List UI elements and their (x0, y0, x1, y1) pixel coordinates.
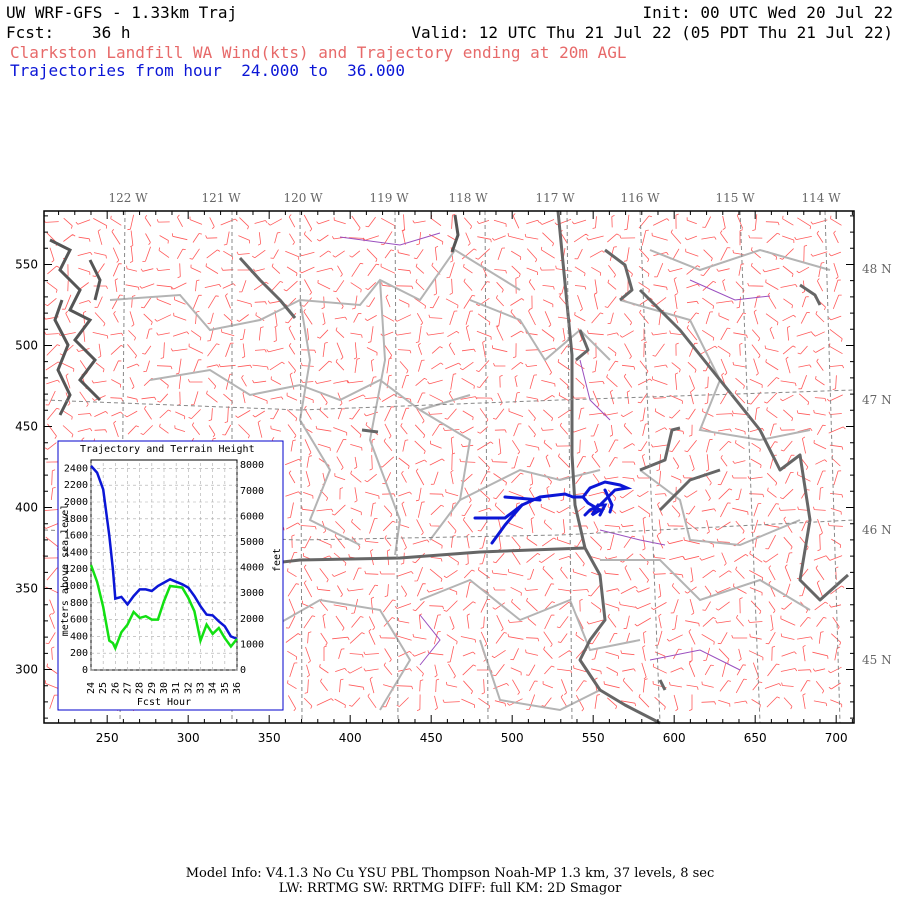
latitude-label: 48 N (862, 262, 892, 276)
inset-y-left-label: meters above sea level (60, 504, 71, 636)
inset-left-tick: 0 (82, 665, 88, 676)
inset-x-tick: 24 (86, 682, 97, 694)
inset-left-axis: 0 200 400 600 800 1000 1200 1400 1600 1800 2000 220… (64, 463, 88, 676)
inset-x-axis: 24 25 26 27 28 29 30 31 32 33 34 35 36 (86, 682, 243, 694)
x-tick-label: 650 (744, 731, 767, 745)
inset-left-tick: 200 (70, 648, 88, 659)
inset-x-tick: 33 (196, 682, 207, 694)
inset-right-tick: 1000 (240, 639, 264, 650)
inset-x-tick: 35 (220, 682, 231, 694)
map-frame (43, 210, 855, 724)
footer-physics-info: LW: RRTMG SW: RRTMG DIFF: full KM: 2D Sm… (278, 881, 622, 896)
model-title: UW WRF-GFS - 1.33km Traj (6, 3, 238, 22)
inset-right-tick: 3000 (240, 588, 264, 599)
x-tick-label: 350 (258, 731, 281, 745)
inset-left-tick: 1000 (64, 581, 88, 592)
inset-title: Trajectory and Terrain Height (80, 444, 255, 455)
inset-x-tick: 36 (232, 682, 243, 694)
longitude-label: 114 W (801, 191, 841, 205)
y-tick-label: 450 (15, 419, 38, 433)
inset-right-axis: 0 1000 2000 3000 4000 5000 6000 7000 8000 (240, 460, 264, 676)
inset-x-tick: 28 (135, 682, 146, 694)
x-tick-label: 600 (663, 731, 686, 745)
inset-left-tick: 1600 (64, 531, 88, 542)
inset-x-tick: 34 (208, 682, 219, 694)
y-tick-label: 400 (15, 501, 38, 515)
inset-x-tick: 32 (183, 682, 194, 694)
x-tick-label: 450 (420, 731, 443, 745)
y-axis-labels: 300 350 400 450 500 550 (15, 257, 38, 676)
init-time: Init: 00 UTC Wed 20 Jul 22 (642, 3, 893, 22)
inset-x-tick: 27 (123, 682, 134, 694)
inset-x-tick: 31 (171, 682, 182, 694)
y-tick-label: 350 (15, 582, 38, 596)
inset-left-tick: 400 (70, 631, 88, 642)
inset-x-tick: 25 (98, 682, 109, 694)
x-tick-label: 500 (501, 731, 524, 745)
inset-x-tick: 30 (159, 682, 170, 694)
longitude-label: 117 W (535, 191, 575, 205)
terrain-height-line (89, 564, 238, 652)
trajectory-height-line (90, 465, 238, 641)
longitude-label: 122 W (108, 191, 148, 205)
inset-left-tick: 2000 (64, 497, 88, 508)
trajectory-path (473, 480, 633, 545)
y-tick-label: 300 (15, 663, 38, 677)
inset-left-tick: 2400 (64, 463, 88, 474)
inset-right-tick: 7000 (240, 486, 264, 497)
inset-right-tick: 5000 (240, 537, 264, 548)
inset-left-tick: 800 (70, 598, 88, 609)
inset-panel: Trajectory and Terrain Height 0 200 400 600… (57, 440, 284, 711)
inset-left-tick: 600 (70, 615, 88, 626)
longitude-label: 116 W (620, 191, 660, 205)
inset-right-tick: 8000 (240, 460, 264, 471)
plot-subtitle: Clarkston Landfill WA Wind(kts) and Traj… (10, 43, 627, 62)
longitude-labels: 122 W 121 W 120 W 119 W 118 W 117 W 116 W 115 W… (108, 191, 841, 205)
longitude-label: 118 W (448, 191, 488, 205)
inset-left-tick: 1400 (64, 547, 88, 558)
purple-boundaries (339, 232, 771, 671)
y-tick-label: 500 (15, 338, 38, 352)
inset-y-right-label: feet (272, 548, 283, 572)
x-tick-label: 300 (177, 731, 200, 745)
valid-time: Valid: 12 UTC Thu 21 Jul 22 (05 PDT Thu … (411, 23, 893, 42)
footer-model-info: Model Info: V4.1.3 No Cu YSU PBL Thompso… (185, 866, 715, 881)
longitude-label: 120 W (283, 191, 323, 205)
inset-series (89, 465, 238, 652)
longitude-label: 115 W (715, 191, 755, 205)
inset-right-tick: 4000 (240, 563, 264, 574)
longitude-label: 121 W (201, 191, 241, 205)
inset-right-tick: 6000 (240, 511, 264, 522)
tick-marks (44, 211, 854, 723)
longitude-label: 119 W (369, 191, 409, 205)
coastline (49, 214, 460, 416)
x-tick-label: 400 (339, 731, 362, 745)
forecast-hour-label: Fcst: (6, 23, 55, 42)
inset-left-tick: 1200 (64, 564, 88, 575)
x-tick-label: 250 (96, 731, 119, 745)
forecast-hour-value: 36 h (92, 23, 131, 42)
latitude-label: 46 N (862, 523, 892, 537)
trajectory-range: Trajectories from hour 24.000 to 36.000 (10, 61, 405, 80)
inset-x-label: Fcst Hour (137, 697, 191, 708)
latitude-label: 45 N (862, 653, 892, 667)
x-tick-label: 700 (825, 731, 848, 745)
inset-left-tick: 2200 (64, 480, 88, 491)
y-tick-label: 550 (15, 257, 38, 271)
inset-x-tick: 29 (147, 682, 158, 694)
latitude-labels: 48 N 47 N 46 N 45 N (862, 262, 892, 667)
county-boundaries (109, 248, 831, 712)
x-tick-label: 550 (582, 731, 605, 745)
latitude-label: 47 N (862, 393, 892, 407)
inset-x-tick: 26 (110, 682, 121, 694)
inset-left-tick: 1800 (64, 514, 88, 525)
x-axis-labels: 250 300 350 400 450 500 550 600 650 700 (96, 731, 848, 745)
inset-right-tick: 2000 (240, 614, 264, 625)
inset-right-tick: 0 (240, 665, 246, 676)
frame-ticks (44, 211, 854, 723)
